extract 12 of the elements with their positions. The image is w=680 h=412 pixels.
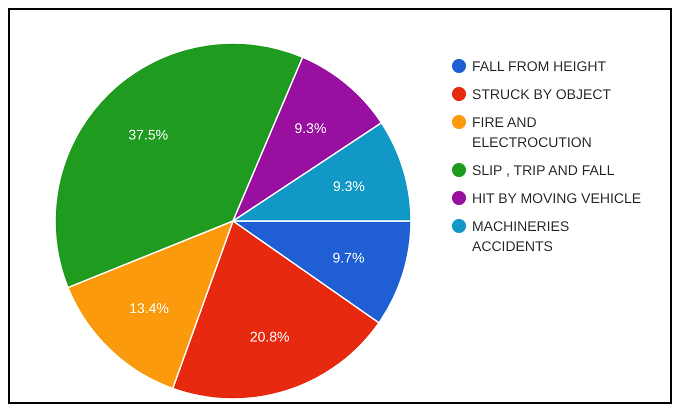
data-label: 37.5% [128, 126, 168, 143]
legend-label: MACHINERIES ACCIDENTS [472, 217, 570, 256]
legend-label: FALL FROM HEIGHT [472, 57, 606, 76]
legend-label: FIRE AND ELECTROCUTION [472, 113, 593, 152]
data-label: 13.4% [129, 300, 169, 316]
legend-label: HIT BY MOVING VEHICLE [472, 189, 642, 208]
data-label: 9.3% [294, 120, 326, 136]
legend-label: STRUCK BY OBJECT [472, 85, 611, 104]
data-label: 9.7% [332, 249, 364, 266]
legend-label: SLIP , TRIP AND FALL [472, 161, 614, 180]
data-label: 20.8% [250, 328, 290, 344]
data-label: 9.3% [332, 178, 365, 194]
